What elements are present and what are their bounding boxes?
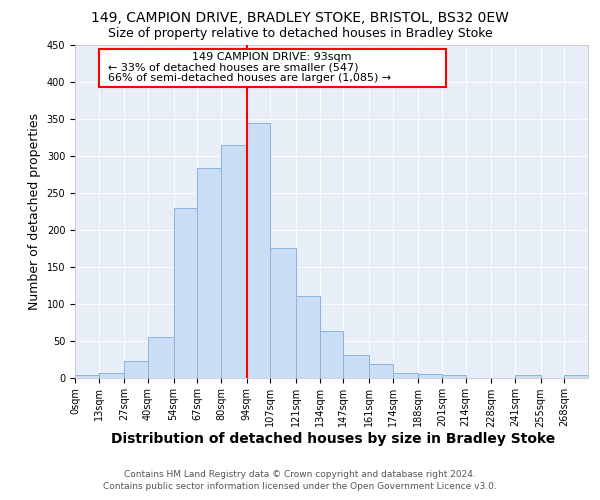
Bar	[271, 248, 296, 378]
Bar	[418, 374, 442, 378]
Bar	[515, 376, 541, 378]
Bar	[99, 373, 124, 378]
Text: ← 33% of detached houses are smaller (547): ← 33% of detached houses are smaller (54…	[108, 62, 358, 72]
Bar	[75, 376, 99, 378]
Text: Contains HM Land Registry data © Crown copyright and database right 2024.
Contai: Contains HM Land Registry data © Crown c…	[103, 470, 497, 491]
Bar	[564, 376, 588, 378]
Text: 149, CAMPION DRIVE, BRADLEY STOKE, BRISTOL, BS32 0EW: 149, CAMPION DRIVE, BRADLEY STOKE, BRIST…	[91, 11, 509, 25]
Bar	[343, 356, 369, 378]
Bar	[320, 331, 343, 378]
Bar	[296, 296, 320, 378]
Bar	[369, 364, 392, 378]
Y-axis label: Number of detached properties: Number of detached properties	[28, 113, 41, 310]
Text: 66% of semi-detached houses are larger (1,085) →: 66% of semi-detached houses are larger (…	[108, 73, 391, 83]
Bar	[442, 376, 466, 378]
Bar	[124, 361, 148, 378]
Bar	[247, 122, 271, 378]
Bar	[197, 168, 221, 378]
Bar	[148, 337, 173, 378]
FancyBboxPatch shape	[99, 48, 446, 87]
Bar	[173, 208, 197, 378]
Text: 149 CAMPION DRIVE: 93sqm: 149 CAMPION DRIVE: 93sqm	[193, 52, 352, 62]
Text: Size of property relative to detached houses in Bradley Stoke: Size of property relative to detached ho…	[107, 27, 493, 40]
Bar	[221, 145, 247, 378]
Text: Distribution of detached houses by size in Bradley Stoke: Distribution of detached houses by size …	[111, 432, 555, 446]
Bar	[392, 373, 418, 378]
